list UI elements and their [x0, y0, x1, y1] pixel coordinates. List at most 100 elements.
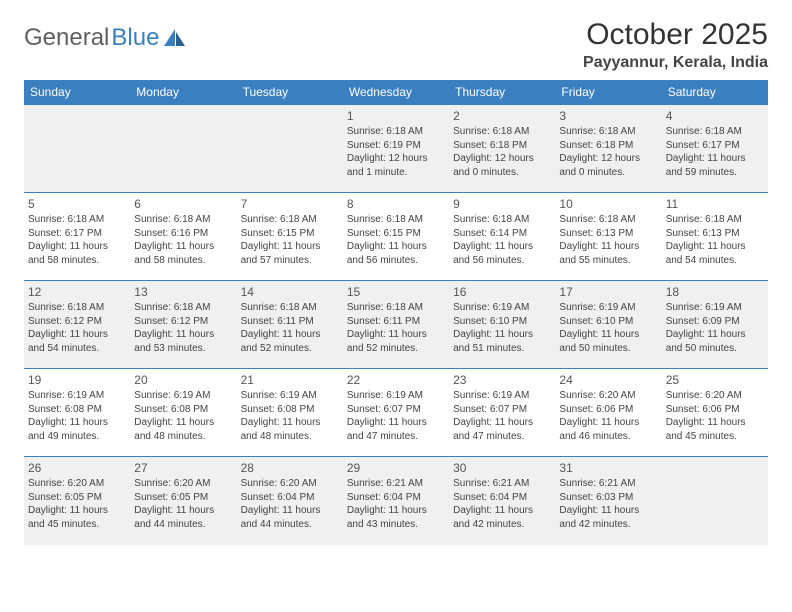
day-number: 13 [134, 285, 232, 299]
sunrise-text: Sunrise: 6:19 AM [241, 389, 339, 403]
sunrise-text: Sunrise: 6:19 AM [28, 389, 126, 403]
daylight-text: Daylight: 11 hours and 43 minutes. [347, 504, 445, 531]
weekday-header: Wednesday [343, 80, 449, 105]
calendar-day-cell: 12 Sunrise: 6:18 AMSunset: 6:12 PMDayligh… [24, 281, 130, 369]
daylight-text: Daylight: 11 hours and 51 minutes. [453, 328, 551, 355]
day-details: Sunrise: 6:18 AMSunset: 6:18 PMDaylight:… [559, 125, 657, 179]
calendar-day-cell: 4Sunrise: 6:18 AMSunset: 6:17 PMDaylight… [662, 105, 768, 193]
sunrise-text: Sunrise: 6:19 AM [453, 389, 551, 403]
sunrise-text: Sunrise: 6:18 AM [666, 125, 764, 139]
day-details: Sunrise: 6:18 AMSunset: 6:12 PMDaylight:… [28, 301, 126, 355]
day-details: Sunrise: 6:18 AMSunset: 6:17 PMDaylight:… [666, 125, 764, 179]
calendar-day-cell: 19 Sunrise: 6:19 AMSunset: 6:08 PMDayligh… [24, 369, 130, 457]
sunset-text: Sunset: 6:09 PM [666, 315, 764, 329]
sunset-text: Sunset: 6:03 PM [559, 491, 657, 505]
daylight-text: Daylight: 12 hours and 1 minute. [347, 152, 445, 179]
daylight-text: Daylight: 11 hours and 52 minutes. [347, 328, 445, 355]
calendar-day-cell: 24Sunrise: 6:20 AMSunset: 6:06 PMDayligh… [555, 369, 661, 457]
weekday-header: Friday [555, 80, 661, 105]
daylight-text: Daylight: 11 hours and 57 minutes. [241, 240, 339, 267]
sunrise-text: Sunrise: 6:18 AM [347, 213, 445, 227]
calendar-day-cell: 18Sunrise: 6:19 AMSunset: 6:09 PMDayligh… [662, 281, 768, 369]
day-number: 5 [28, 197, 126, 211]
sunset-text: Sunset: 6:17 PM [666, 139, 764, 153]
daylight-text: Daylight: 11 hours and 50 minutes. [559, 328, 657, 355]
sunset-text: Sunset: 6:07 PM [347, 403, 445, 417]
sunset-text: Sunset: 6:04 PM [347, 491, 445, 505]
day-details: Sunrise: 6:19 AMSunset: 6:08 PMDaylight:… [28, 389, 126, 443]
day-number: 10 [559, 197, 657, 211]
sunset-text: Sunset: 6:19 PM [347, 139, 445, 153]
daylight-text: Daylight: 11 hours and 58 minutes. [28, 240, 126, 267]
sunset-text: Sunset: 6:16 PM [134, 227, 232, 241]
daylight-text: Daylight: 11 hours and 48 minutes. [241, 416, 339, 443]
calendar-day-cell [130, 105, 236, 193]
sunrise-text: Sunrise: 6:18 AM [453, 213, 551, 227]
sunrise-text: Sunrise: 6:19 AM [134, 389, 232, 403]
sunrise-text: Sunrise: 6:20 AM [666, 389, 764, 403]
day-details: Sunrise: 6:18 AMSunset: 6:11 PMDaylight:… [241, 301, 339, 355]
sunset-text: Sunset: 6:10 PM [453, 315, 551, 329]
calendar-day-cell: 23Sunrise: 6:19 AMSunset: 6:07 PMDayligh… [449, 369, 555, 457]
daylight-text: Daylight: 11 hours and 53 minutes. [134, 328, 232, 355]
daylight-text: Daylight: 11 hours and 59 minutes. [666, 152, 764, 179]
sunset-text: Sunset: 6:05 PM [134, 491, 232, 505]
daylight-text: Daylight: 11 hours and 45 minutes. [28, 504, 126, 531]
sunrise-text: Sunrise: 6:18 AM [347, 301, 445, 315]
calendar-day-cell: 17Sunrise: 6:19 AMSunset: 6:10 PMDayligh… [555, 281, 661, 369]
sunset-text: Sunset: 6:07 PM [453, 403, 551, 417]
calendar-day-cell [24, 105, 130, 193]
daylight-text: Daylight: 11 hours and 47 minutes. [347, 416, 445, 443]
day-number: 17 [559, 285, 657, 299]
day-details: Sunrise: 6:18 AMSunset: 6:12 PMDaylight:… [134, 301, 232, 355]
day-details: Sunrise: 6:18 AMSunset: 6:13 PMDaylight:… [559, 213, 657, 267]
day-number: 6 [134, 197, 232, 211]
day-number: 19 [28, 373, 126, 387]
sunrise-text: Sunrise: 6:18 AM [347, 125, 445, 139]
sunset-text: Sunset: 6:05 PM [28, 491, 126, 505]
calendar-week-row: 26Sunrise: 6:20 AMSunset: 6:05 PMDayligh… [24, 457, 768, 545]
day-details: Sunrise: 6:18 AMSunset: 6:18 PMDaylight:… [453, 125, 551, 179]
calendar-day-cell [662, 457, 768, 545]
calendar-table: Sunday Monday Tuesday Wednesday Thursday… [24, 80, 768, 545]
sunrise-text: Sunrise: 6:20 AM [559, 389, 657, 403]
day-details: Sunrise: 6:20 AMSunset: 6:05 PMDaylight:… [28, 477, 126, 531]
day-details: Sunrise: 6:21 AMSunset: 6:04 PMDaylight:… [347, 477, 445, 531]
calendar-day-cell: 28Sunrise: 6:20 AMSunset: 6:04 PMDayligh… [237, 457, 343, 545]
sunset-text: Sunset: 6:08 PM [28, 403, 126, 417]
day-number: 12 [28, 285, 126, 299]
month-title: October 2025 [583, 18, 768, 52]
sunset-text: Sunset: 6:12 PM [134, 315, 232, 329]
calendar-week-row: 5Sunrise: 6:18 AMSunset: 6:17 PMDaylight… [24, 193, 768, 281]
sunset-text: Sunset: 6:13 PM [559, 227, 657, 241]
day-number: 27 [134, 461, 232, 475]
day-details: Sunrise: 6:18 AMSunset: 6:13 PMDaylight:… [666, 213, 764, 267]
daylight-text: Daylight: 11 hours and 46 minutes. [559, 416, 657, 443]
weekday-header: Thursday [449, 80, 555, 105]
sunset-text: Sunset: 6:12 PM [28, 315, 126, 329]
day-number: 7 [241, 197, 339, 211]
calendar-day-cell: 11 Sunrise: 6:18 AMSunset: 6:13 PMDayligh… [662, 193, 768, 281]
calendar-day-cell: 29Sunrise: 6:21 AMSunset: 6:04 PMDayligh… [343, 457, 449, 545]
day-number: 11 [666, 197, 764, 211]
calendar-day-cell: 2Sunrise: 6:18 AMSunset: 6:18 PMDaylight… [449, 105, 555, 193]
calendar-day-cell: 21Sunrise: 6:19 AMSunset: 6:08 PMDayligh… [237, 369, 343, 457]
day-details: Sunrise: 6:18 AMSunset: 6:16 PMDaylight:… [134, 213, 232, 267]
calendar-body: 1Sunrise: 6:18 AMSunset: 6:19 PMDaylight… [24, 105, 768, 545]
day-number: 31 [559, 461, 657, 475]
day-details: Sunrise: 6:19 AMSunset: 6:08 PMDaylight:… [134, 389, 232, 443]
sunset-text: Sunset: 6:10 PM [559, 315, 657, 329]
sunrise-text: Sunrise: 6:18 AM [134, 213, 232, 227]
sunset-text: Sunset: 6:15 PM [241, 227, 339, 241]
calendar-day-cell: 5Sunrise: 6:18 AMSunset: 6:17 PMDaylight… [24, 193, 130, 281]
day-details: Sunrise: 6:18 AMSunset: 6:11 PMDaylight:… [347, 301, 445, 355]
calendar-day-cell [237, 105, 343, 193]
calendar-page: GeneralBlue October 2025 Payyannur, Kera… [0, 0, 792, 545]
location: Payyannur, Kerala, India [583, 54, 768, 72]
weekday-header: Monday [130, 80, 236, 105]
day-details: Sunrise: 6:18 AMSunset: 6:15 PMDaylight:… [347, 213, 445, 267]
sunset-text: Sunset: 6:06 PM [559, 403, 657, 417]
weekday-header: Tuesday [237, 80, 343, 105]
logo-text-2: Blue [111, 24, 159, 52]
day-details: Sunrise: 6:20 AMSunset: 6:06 PMDaylight:… [559, 389, 657, 443]
